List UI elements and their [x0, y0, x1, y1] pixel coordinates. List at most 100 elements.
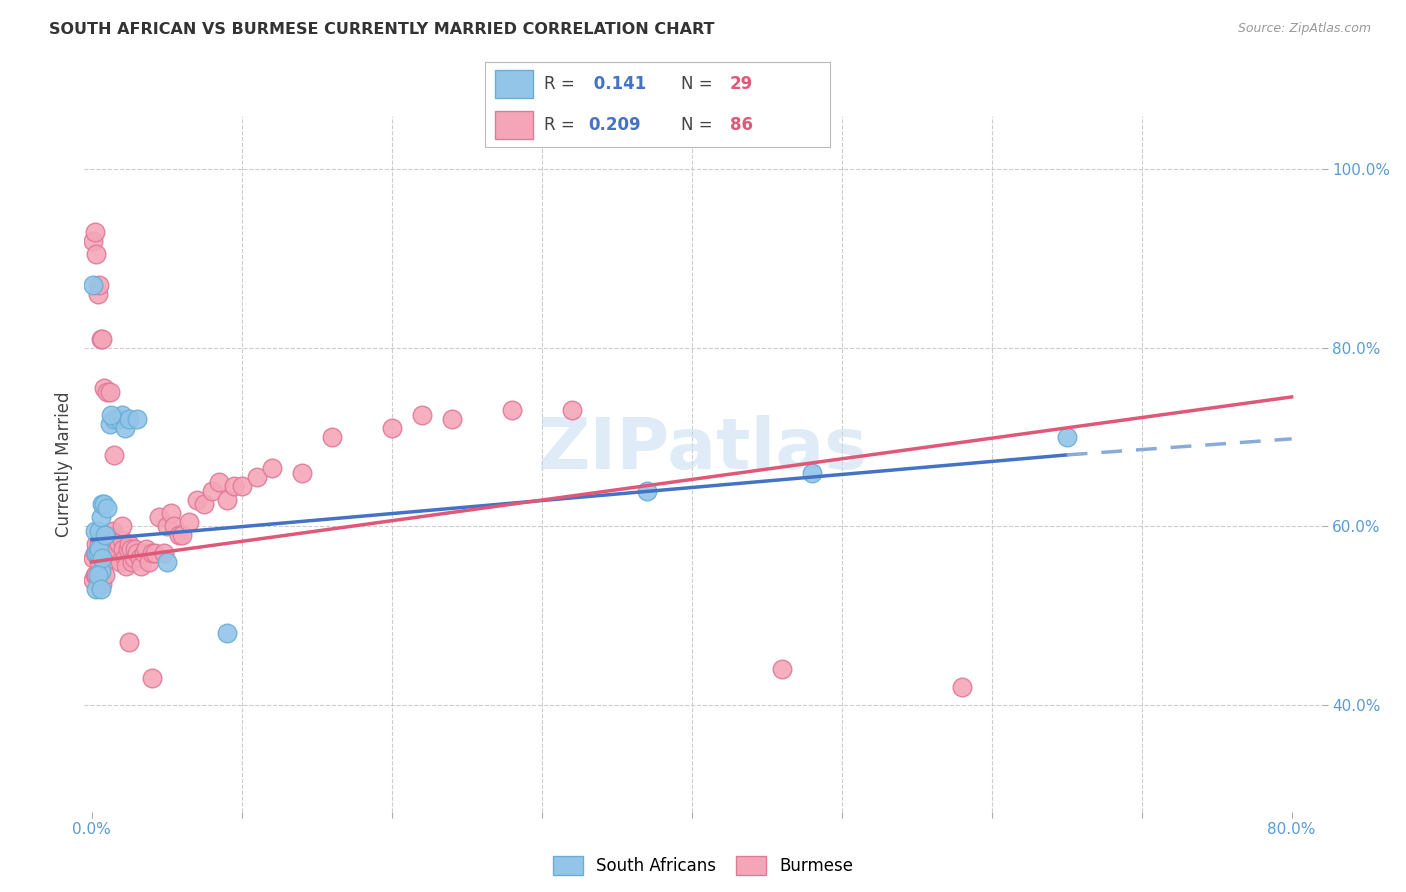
- Point: [100, 546, 122, 560]
- Point: [125, 546, 148, 560]
- Point: [208, 475, 231, 489]
- Point: [87, 546, 110, 560]
- Point: [83, 546, 105, 560]
- Point: [89, 537, 111, 551]
- Point: [770, 662, 793, 676]
- Point: [87, 550, 110, 565]
- Point: [87, 287, 110, 301]
- Point: [122, 550, 145, 565]
- Point: [110, 555, 132, 569]
- Point: [87, 568, 110, 582]
- Point: [112, 541, 135, 556]
- Point: [128, 550, 150, 565]
- Point: [111, 519, 134, 533]
- Point: [501, 403, 523, 417]
- Point: [111, 533, 134, 547]
- Text: N =: N =: [682, 75, 718, 93]
- Point: [636, 483, 658, 498]
- Point: [291, 466, 314, 480]
- Point: [120, 541, 142, 556]
- Point: [111, 408, 134, 422]
- Point: [124, 541, 146, 556]
- Point: [105, 541, 128, 556]
- Point: [260, 461, 283, 475]
- Point: [86, 546, 108, 560]
- Bar: [495, 111, 533, 139]
- Point: [160, 506, 183, 520]
- Point: [82, 234, 104, 248]
- Point: [89, 555, 111, 569]
- Point: [94, 568, 117, 582]
- Point: [1056, 430, 1078, 444]
- Point: [86, 247, 108, 261]
- Point: [163, 519, 186, 533]
- Point: [91, 497, 114, 511]
- Point: [118, 635, 141, 649]
- Point: [103, 412, 125, 426]
- Point: [118, 412, 141, 426]
- Point: [90, 582, 112, 596]
- Point: [215, 626, 238, 640]
- Point: [89, 541, 111, 556]
- Point: [100, 408, 122, 422]
- Point: [224, 479, 246, 493]
- Point: [114, 550, 136, 565]
- Point: [82, 550, 104, 565]
- Point: [90, 533, 112, 547]
- Point: [103, 541, 125, 556]
- Point: [94, 528, 117, 542]
- Point: [950, 680, 973, 694]
- Point: [125, 412, 148, 426]
- Point: [114, 421, 136, 435]
- Point: [561, 403, 583, 417]
- Point: [91, 541, 114, 556]
- Point: [156, 519, 179, 533]
- Point: [96, 501, 118, 516]
- Legend: South Africans, Burmese: South Africans, Burmese: [544, 847, 862, 883]
- Point: [117, 541, 139, 556]
- Point: [96, 385, 118, 400]
- Point: [86, 568, 108, 582]
- Point: [246, 470, 269, 484]
- Point: [89, 524, 111, 538]
- Point: [101, 524, 124, 538]
- Point: [170, 528, 193, 542]
- Point: [93, 533, 115, 547]
- Point: [86, 537, 108, 551]
- Point: [90, 510, 112, 524]
- Text: R =: R =: [544, 75, 579, 93]
- Text: ZIPatlas: ZIPatlas: [538, 416, 868, 484]
- Point: [215, 492, 238, 507]
- Point: [98, 533, 121, 547]
- Point: [86, 582, 108, 596]
- Point: [134, 546, 156, 560]
- Point: [98, 417, 121, 431]
- Point: [98, 385, 121, 400]
- Point: [94, 555, 117, 569]
- Point: [167, 528, 190, 542]
- Point: [93, 497, 115, 511]
- Point: [800, 466, 823, 480]
- Point: [91, 550, 114, 565]
- Point: [148, 510, 170, 524]
- Point: [440, 412, 463, 426]
- Point: [83, 225, 105, 239]
- Point: [82, 278, 104, 293]
- Bar: [495, 70, 533, 98]
- Point: [201, 483, 224, 498]
- Point: [90, 564, 112, 578]
- Point: [103, 448, 125, 462]
- Point: [411, 408, 433, 422]
- Text: 0.141: 0.141: [588, 75, 647, 93]
- Point: [83, 568, 105, 582]
- Text: Source: ZipAtlas.com: Source: ZipAtlas.com: [1237, 22, 1371, 36]
- Point: [93, 381, 115, 395]
- Point: [141, 546, 163, 560]
- Text: 86: 86: [730, 116, 752, 134]
- Point: [193, 497, 215, 511]
- Point: [156, 555, 179, 569]
- Text: 0.209: 0.209: [588, 116, 641, 134]
- Point: [97, 528, 120, 542]
- Point: [321, 430, 343, 444]
- Point: [179, 515, 201, 529]
